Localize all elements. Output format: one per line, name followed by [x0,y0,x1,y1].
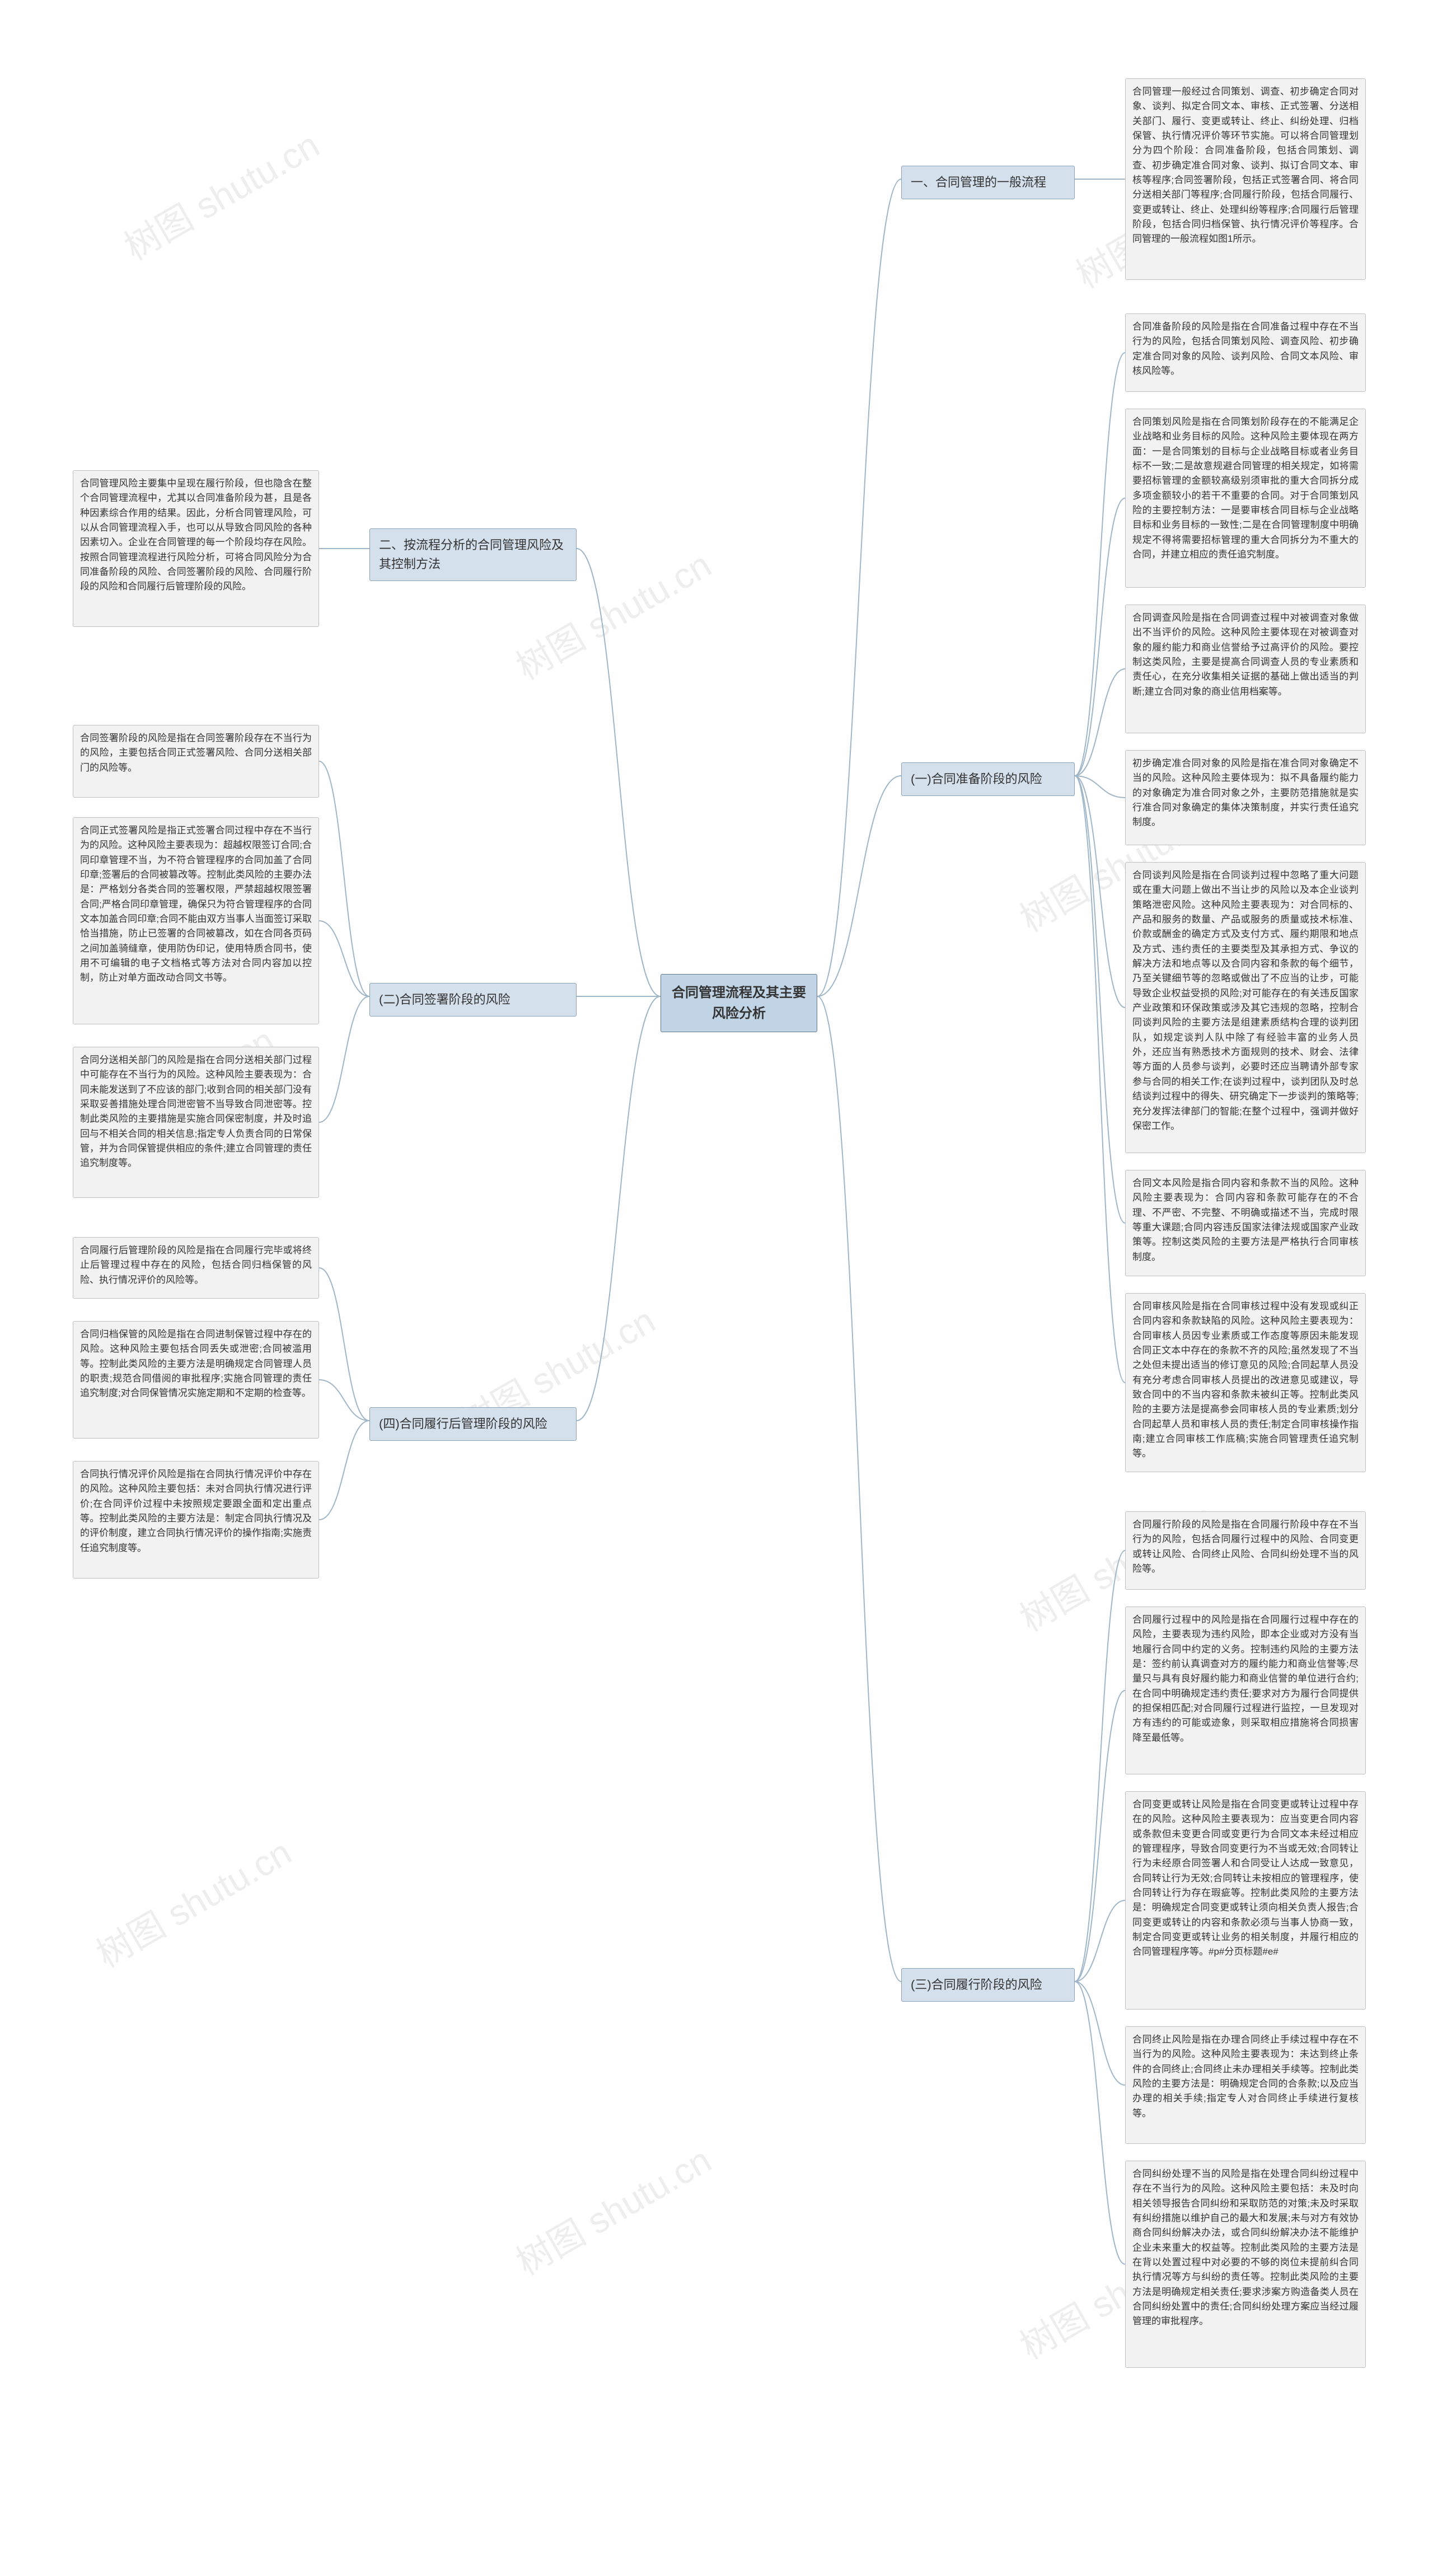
mindmap-node: (四)合同履行后管理阶段的风险 [369,1407,577,1441]
node-text: 合同审核风险是指在合同审核过程中没有发现或纠正合同内容和条款缺陷的风险。这种风险… [1132,1301,1359,1459]
mindmap-node: 合同管理流程及其主要风险分析 [661,974,817,1032]
mindmap-node: 合同终止风险是指在办理合同终止手续过程中存在不当行为的风险。这种风险主要表现为：… [1125,2026,1366,2144]
node-text: 合同调查风险是指在合同调查过程中对被调查对象做出不当评价的风险。这种风险主要体现… [1132,612,1359,697]
watermark: 树图 shutu.cn [114,117,327,270]
node-text: 合同文本风险是指合同内容和条款不当的风险。这种风险主要表现为：合同内容和条款可能… [1132,1178,1359,1262]
mindmap-node: 合同签署阶段的风险是指在合同签署阶段存在不当行为的风险，主要包括合同正式签署风险… [73,725,319,798]
node-text: 合同签署阶段的风险是指在合同签署阶段存在不当行为的风险，主要包括合同正式签署风险… [80,733,312,773]
mindmap-node: 合同策划风险是指在合同策划阶段存在的不能满足企业战略和业务目标的风险。这种风险主… [1125,409,1366,588]
node-text: 合同策划风险是指在合同策划阶段存在的不能满足企业战略和业务目标的风险。这种风险主… [1132,416,1359,560]
node-text: 合同准备阶段的风险是指在合同准备过程中存在不当行为的风险，包括合同策划风险、调查… [1132,321,1359,376]
node-text: 合同履行后管理阶段的风险是指在合同履行完毕或将终止后管理过程中存在的风险，包括合… [80,1245,312,1285]
mindmap-node: 合同准备阶段的风险是指在合同准备过程中存在不当行为的风险，包括合同策划风险、调查… [1125,313,1366,392]
mindmap-node: 合同执行情况评价风险是指在合同执行情况评价中存在的风险。这种风险主要包括：未对合… [73,1461,319,1579]
node-text: (二)合同签署阶段的风险 [379,992,511,1006]
node-text: (一)合同准备阶段的风险 [911,772,1042,786]
mindmap-node: 合同审核风险是指在合同审核过程中没有发现或纠正合同内容和条款缺陷的风险。这种风险… [1125,1293,1366,1472]
node-text: 二、按流程分析的合同管理风险及其控制方法 [379,538,564,571]
node-text: 一、合同管理的一般流程 [911,175,1046,189]
mindmap-node: 合同调查风险是指在合同调查过程中对被调查对象做出不当评价的风险。这种风险主要体现… [1125,605,1366,733]
mindmap-node: 合同谈判风险是指在合同谈判过程中忽略了重大问题或在重大问题上做出不当让步的风险以… [1125,862,1366,1153]
node-text: 合同纠纷处理不当的风险是指在处理合同纠纷过程中存在不当行为的风险。这种风险主要包… [1132,2168,1359,2326]
node-text: 合同分送相关部门的风险是指在合同分送相关部门过程中可能存在不当行为的风险。这种风… [80,1055,312,1168]
node-text: 合同管理一般经过合同策划、调查、初步确定合同对象、谈判、拟定合同文本、审核、正式… [1132,86,1359,244]
mindmap-node: 合同纠纷处理不当的风险是指在处理合同纠纷过程中存在不当行为的风险。这种风险主要包… [1125,2161,1366,2368]
mindmap-node: 合同变更或转让风险是指在合同变更或转让过程中存在的风险。这种风险主要表现为：应当… [1125,1791,1366,2010]
watermark: 树图 shutu.cn [505,2132,719,2285]
node-text: 合同履行过程中的风险是指在合同履行过程中存在的风险，主要表现为违约风险，即本企业… [1132,1614,1359,1743]
node-text: 合同正式签署风险是指正式签署合同过程中存在不当行为的风险。这种风险主要表现为：超… [80,825,312,983]
mindmap-node: 合同归档保管的风险是指在合同进制保管过程中存在的风险。这种风险主要包括合同丢失或… [73,1321,319,1439]
node-text: 合同变更或转让风险是指在合同变更或转让过程中存在的风险。这种风险主要表现为：应当… [1132,1799,1359,1957]
node-text: 初步确定准合同对象的风险是指在准合同对象确定不当的风险。这种风险主要体现为：拟不… [1132,758,1359,827]
mindmap-node: 合同文本风险是指合同内容和条款不当的风险。这种风险主要表现为：合同内容和条款可能… [1125,1170,1366,1276]
mindmap-node: 合同正式签署风险是指正式签署合同过程中存在不当行为的风险。这种风险主要表现为：超… [73,817,319,1024]
node-text: 合同谈判风险是指在合同谈判过程中忽略了重大问题或在重大问题上做出不当让步的风险以… [1132,870,1359,1131]
watermark: 树图 shutu.cn [86,1824,299,1978]
mindmap-node: (二)合同签署阶段的风险 [369,983,577,1017]
mindmap-node: 一、合同管理的一般流程 [901,166,1075,199]
mindmap-node: 初步确定准合同对象的风险是指在准合同对象确定不当的风险。这种风险主要体现为：拟不… [1125,750,1366,845]
node-text: (三)合同履行阶段的风险 [911,1978,1042,1992]
node-text: 合同管理风险主要集中呈现在履行阶段，但也隐含在整个合同管理流程中，尤其以合同准备… [80,478,312,592]
mindmap-node: (三)合同履行阶段的风险 [901,1968,1075,2002]
node-text: 合同管理流程及其主要风险分析 [672,985,806,1021]
mindmap-node: 合同履行后管理阶段的风险是指在合同履行完毕或将终止后管理过程中存在的风险，包括合… [73,1237,319,1299]
node-text: 合同执行情况评价风险是指在合同执行情况评价中存在的风险。这种风险主要包括：未对合… [80,1469,312,1553]
mindmap-node: 合同管理风险主要集中呈现在履行阶段，但也隐含在整个合同管理流程中，尤其以合同准备… [73,470,319,627]
mindmap-node: (一)合同准备阶段的风险 [901,762,1075,796]
node-text: 合同终止风险是指在办理合同终止手续过程中存在不当行为的风险。这种风险主要表现为：… [1132,2034,1359,2119]
node-text: (四)合同履行后管理阶段的风险 [379,1417,547,1431]
mindmap-node: 二、按流程分析的合同管理风险及其控制方法 [369,528,577,581]
mindmap-node: 合同分送相关部门的风险是指在合同分送相关部门过程中可能存在不当行为的风险。这种风… [73,1047,319,1198]
mindmap-node: 合同履行阶段的风险是指在合同履行阶段中存在不当行为的风险，包括合同履行过程中的风… [1125,1511,1366,1590]
node-text: 合同归档保管的风险是指在合同进制保管过程中存在的风险。这种风险主要包括合同丢失或… [80,1329,312,1398]
mindmap-node: 合同履行过程中的风险是指在合同履行过程中存在的风险，主要表现为违约风险，即本企业… [1125,1607,1366,1774]
mindmap-node: 合同管理一般经过合同策划、调查、初步确定合同对象、谈判、拟定合同文本、审核、正式… [1125,78,1366,280]
node-text: 合同履行阶段的风险是指在合同履行阶段中存在不当行为的风险，包括合同履行过程中的风… [1132,1519,1359,1574]
